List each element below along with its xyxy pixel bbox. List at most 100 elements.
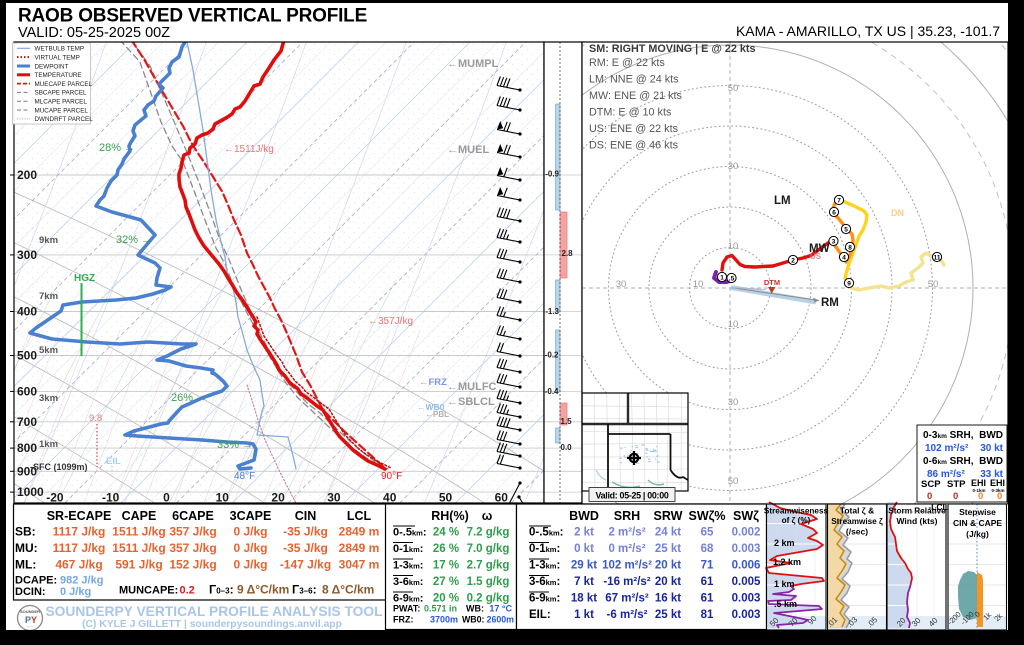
svg-text:VALID: 05-25-2025 00Z: VALID: 05-25-2025 00Z — [18, 25, 170, 41]
svg-text:0-1km:: 0-1km: — [393, 543, 423, 555]
svg-text:10: 10 — [216, 491, 230, 505]
svg-text:Valid: 05-25 | 00:00: Valid: 05-25 | 00:00 — [596, 490, 669, 500]
svg-text:0-3km SRH,: 0-3km SRH, — [923, 430, 974, 441]
svg-text:1117 J/kg: 1117 J/kg — [53, 541, 106, 555]
svg-text:0.006: 0.006 — [732, 560, 761, 572]
svg-text:MUNCAPE:: MUNCAPE: — [119, 585, 178, 597]
svg-text:102 m²/s²: 102 m²/s² — [602, 560, 652, 572]
svg-text:32% →: 32% → — [116, 234, 152, 246]
svg-text:5km: 5km — [39, 345, 58, 356]
svg-text:Wind (kts): Wind (kts) — [896, 516, 937, 526]
svg-text:30: 30 — [616, 279, 627, 290]
svg-text:2 kt: 2 kt — [574, 527, 594, 539]
svg-text:40: 40 — [383, 491, 397, 505]
svg-text:50: 50 — [928, 279, 939, 290]
svg-text:7.0 g/kg: 7.0 g/kg — [467, 543, 510, 555]
svg-text:1.2 km: 1.2 km — [773, 557, 801, 567]
svg-text:0-.5km:: 0-.5km: — [529, 527, 564, 539]
svg-text:SM: RIGHT MOVING | E @ 22 kts: SM: RIGHT MOVING | E @ 22 kts — [589, 43, 756, 55]
svg-text:Streamwise ζ: Streamwise ζ — [831, 517, 883, 526]
svg-text:0-1km:: 0-1km: — [529, 543, 560, 555]
svg-text:DCIN:: DCIN: — [15, 586, 46, 598]
svg-text:-35 J/kg: -35 J/kg — [283, 541, 328, 555]
svg-text:1: 1 — [720, 274, 724, 281]
svg-text:(C) KYLE J GILLETT | sounderpy: (C) KYLE J GILLETT | sounderpysoundings.… — [82, 619, 342, 630]
svg-text:0.002: 0.002 — [732, 527, 761, 539]
svg-text:BWD: BWD — [979, 430, 1003, 441]
svg-text:2.8: 2.8 — [562, 249, 574, 258]
svg-text:3-6km:: 3-6km: — [529, 576, 560, 588]
svg-text:.5: .5 — [729, 275, 735, 282]
svg-text:←MULFC: ←MULFC — [447, 381, 497, 393]
svg-text:SCP: SCP — [921, 479, 941, 490]
svg-text:0: 0 — [927, 491, 932, 502]
svg-text:0-6km SRH,: 0-6km SRH, — [923, 456, 974, 467]
svg-text:400: 400 — [17, 305, 37, 319]
svg-text:8: 8 — [848, 244, 852, 251]
svg-text:SWζ%: SWζ% — [688, 509, 725, 523]
svg-text:HGZ: HGZ — [74, 273, 95, 284]
svg-text:0.2: 0.2 — [180, 585, 195, 597]
svg-text:30: 30 — [728, 397, 739, 408]
svg-text:61: 61 — [701, 593, 714, 605]
svg-text:6CAPE: 6CAPE — [172, 509, 214, 523]
svg-text:PWAT:: PWAT: — [393, 604, 420, 614]
svg-text:1000: 1000 — [17, 485, 44, 499]
svg-text:BWD: BWD — [569, 509, 599, 523]
svg-text:3-6km:: 3-6km: — [393, 576, 423, 588]
svg-text:-0.4: -0.4 — [545, 387, 559, 396]
svg-text:24 kt: 24 kt — [655, 527, 681, 539]
svg-text:1-3km:: 1-3km: — [393, 560, 423, 572]
svg-text:MW: ENE @ 21 kts: MW: ENE @ 21 kts — [589, 90, 683, 102]
svg-text:17 °C: 17 °C — [489, 604, 512, 614]
svg-text:81: 81 — [701, 609, 714, 621]
svg-text:DTM: DTM — [764, 278, 780, 287]
svg-text:26% →: 26% → — [171, 392, 207, 404]
svg-text:RM: RM — [821, 297, 839, 309]
svg-text:20 kt: 20 kt — [655, 576, 681, 588]
svg-text:0-.5km:: 0-.5km: — [393, 527, 426, 539]
svg-text:48°F: 48°F — [234, 471, 255, 482]
svg-text:700: 700 — [17, 415, 37, 429]
svg-text:ω: ω — [482, 509, 493, 523]
svg-text:EHI: EHI — [990, 478, 1005, 488]
svg-text:MLCAPE PARCEL: MLCAPE PARCEL — [35, 99, 88, 106]
svg-text:17 %: 17 % — [433, 560, 459, 572]
svg-text:3CAPE: 3CAPE — [230, 509, 272, 523]
svg-text:VIRTUAL TEMP: VIRTUAL TEMP — [35, 54, 80, 61]
svg-text:16 kt: 16 kt — [655, 593, 681, 605]
svg-text:SRH: SRH — [614, 509, 640, 523]
svg-text:-20: -20 — [46, 491, 64, 505]
svg-text:4: 4 — [842, 254, 846, 261]
svg-text:←FRZ: ←FRZ — [419, 377, 447, 388]
svg-text:.5 km: .5 km — [774, 599, 797, 609]
svg-text:←MUEL: ←MUEL — [447, 144, 489, 156]
svg-text:6-9km:: 6-9km: — [529, 593, 560, 605]
svg-text:0: 0 — [953, 491, 958, 502]
svg-text:0.003: 0.003 — [732, 609, 761, 621]
svg-text:1.5 g/kg: 1.5 g/kg — [467, 576, 510, 588]
svg-text:(/sec): (/sec) — [846, 527, 868, 537]
svg-text:26 %: 26 % — [433, 543, 459, 555]
svg-text:24 %: 24 % — [433, 527, 459, 539]
svg-text:3km: 3km — [39, 393, 58, 404]
svg-text:30: 30 — [728, 161, 739, 172]
svg-text:BWD: BWD — [979, 456, 1003, 467]
svg-text:DTM: E @ 10 kts: DTM: E @ 10 kts — [589, 107, 672, 119]
svg-text:11: 11 — [934, 254, 941, 261]
svg-text:0 J/kg: 0 J/kg — [233, 558, 267, 572]
svg-text:FRZ:: FRZ: — [393, 615, 414, 625]
svg-text:25 kt: 25 kt — [655, 543, 681, 555]
svg-text:SRW: SRW — [654, 509, 683, 523]
svg-text:-16 m²/s²: -16 m²/s² — [603, 576, 650, 588]
svg-text:EIL:: EIL: — [529, 609, 551, 621]
svg-text:-147 J/kg: -147 J/kg — [280, 558, 331, 572]
svg-text:TEMPERATURE: TEMPERATURE — [35, 72, 82, 79]
svg-text:EHI: EHI — [971, 478, 986, 488]
svg-text:-1.3: -1.3 — [545, 307, 559, 316]
svg-text:29 kt: 29 kt — [571, 560, 597, 572]
svg-text:10: 10 — [728, 319, 739, 330]
svg-text:US: ENE @ 22 kts: US: ENE @ 22 kts — [589, 123, 679, 135]
svg-text:RM: E @ 22 kts: RM: E @ 22 kts — [589, 57, 665, 69]
svg-text:0 J/kg: 0 J/kg — [233, 541, 267, 555]
